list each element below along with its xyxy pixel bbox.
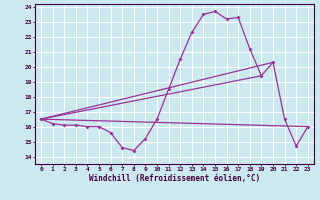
X-axis label: Windchill (Refroidissement éolien,°C): Windchill (Refroidissement éolien,°C) <box>89 174 260 183</box>
